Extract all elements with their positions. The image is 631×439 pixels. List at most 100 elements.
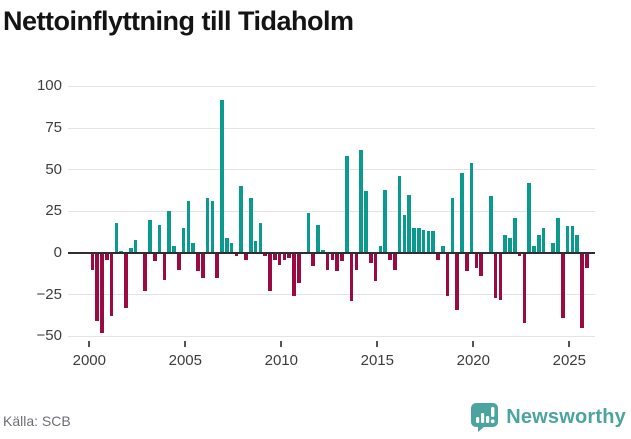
bar bbox=[445, 253, 450, 297]
bar bbox=[522, 253, 527, 323]
bar bbox=[561, 253, 565, 318]
bar bbox=[517, 253, 522, 257]
gridline bbox=[68, 335, 595, 337]
y-axis-label: 75 bbox=[45, 119, 62, 136]
bar bbox=[177, 253, 181, 270]
y-axis-label: −25 bbox=[36, 285, 62, 303]
bar bbox=[321, 249, 325, 253]
y-axis-label: −50 bbox=[36, 327, 62, 345]
y-axis-label: 100 bbox=[36, 77, 62, 95]
bar bbox=[335, 253, 340, 272]
x-axis-label: 2020 bbox=[456, 352, 490, 369]
bar bbox=[397, 176, 402, 253]
bar bbox=[383, 189, 388, 253]
gridline bbox=[68, 127, 595, 129]
x-axis-tick bbox=[376, 341, 379, 347]
bar bbox=[229, 243, 234, 253]
bar bbox=[129, 248, 133, 253]
y-axis-label: 25 bbox=[45, 202, 62, 220]
newsworthy-logo-icon bbox=[471, 403, 499, 432]
bar bbox=[157, 224, 162, 253]
bar bbox=[479, 253, 484, 277]
bar bbox=[292, 253, 296, 297]
x-axis-label: 2015 bbox=[360, 352, 394, 369]
bar bbox=[508, 238, 512, 253]
y-axis-label: 0 bbox=[53, 244, 62, 261]
bar bbox=[253, 241, 258, 253]
bar bbox=[431, 231, 436, 253]
x-axis-tick bbox=[280, 341, 283, 347]
x-axis-tick bbox=[472, 341, 475, 347]
bar bbox=[513, 218, 517, 253]
bar bbox=[249, 198, 253, 253]
bar bbox=[393, 253, 397, 270]
x-axis-label: 2025 bbox=[552, 352, 586, 369]
x-axis-tick bbox=[184, 341, 187, 347]
bar bbox=[205, 198, 210, 253]
source-label: Källa: SCB bbox=[3, 413, 71, 429]
bar bbox=[109, 253, 114, 317]
bar bbox=[95, 253, 100, 322]
bar bbox=[426, 231, 431, 253]
bar bbox=[181, 228, 186, 253]
bar bbox=[225, 238, 229, 253]
bar bbox=[575, 234, 580, 253]
bar bbox=[378, 246, 383, 253]
bar bbox=[143, 253, 148, 292]
bar bbox=[282, 253, 287, 260]
bar bbox=[273, 253, 277, 260]
bar bbox=[373, 253, 378, 282]
bar bbox=[465, 253, 469, 272]
gridline bbox=[68, 169, 595, 171]
bar bbox=[162, 253, 167, 280]
bar bbox=[148, 219, 152, 253]
bar bbox=[493, 253, 498, 298]
bar bbox=[565, 226, 570, 253]
bar bbox=[330, 253, 335, 260]
bar bbox=[124, 253, 128, 308]
bar bbox=[412, 228, 416, 253]
bar bbox=[489, 196, 493, 253]
gridline bbox=[68, 85, 595, 87]
bar bbox=[287, 253, 292, 258]
bar bbox=[306, 213, 311, 253]
bar bbox=[316, 224, 320, 253]
bar bbox=[340, 253, 344, 262]
bar bbox=[167, 211, 172, 253]
bar bbox=[498, 253, 503, 300]
brand-logo: Newsworthy bbox=[470, 402, 626, 433]
bar bbox=[532, 246, 536, 253]
bar bbox=[196, 253, 200, 272]
bar bbox=[220, 99, 224, 253]
x-axis-label: 2005 bbox=[168, 352, 202, 369]
bar bbox=[570, 226, 575, 253]
brand-name: Newsworthy bbox=[506, 406, 626, 428]
bar bbox=[258, 223, 263, 253]
bar bbox=[527, 183, 532, 253]
gridline bbox=[68, 210, 595, 212]
bar bbox=[105, 253, 109, 260]
bar bbox=[388, 253, 392, 260]
bar bbox=[172, 246, 176, 253]
x-axis-label: 2010 bbox=[264, 352, 298, 369]
bar bbox=[311, 253, 316, 267]
bar bbox=[133, 239, 138, 253]
bar bbox=[474, 253, 479, 268]
bar bbox=[580, 253, 584, 328]
bar bbox=[407, 194, 412, 253]
bar bbox=[455, 253, 460, 310]
bar bbox=[460, 173, 464, 253]
gridline bbox=[68, 294, 595, 296]
bar bbox=[556, 218, 560, 253]
bar bbox=[325, 253, 330, 270]
bar bbox=[417, 228, 421, 253]
bar bbox=[402, 214, 407, 253]
bar bbox=[114, 223, 119, 253]
bar bbox=[369, 253, 373, 263]
bar bbox=[585, 253, 589, 268]
bar bbox=[349, 253, 354, 302]
bar bbox=[359, 149, 364, 253]
bar bbox=[277, 253, 282, 265]
chart-title: Nettoinflyttning till Tidaholm bbox=[3, 6, 354, 36]
